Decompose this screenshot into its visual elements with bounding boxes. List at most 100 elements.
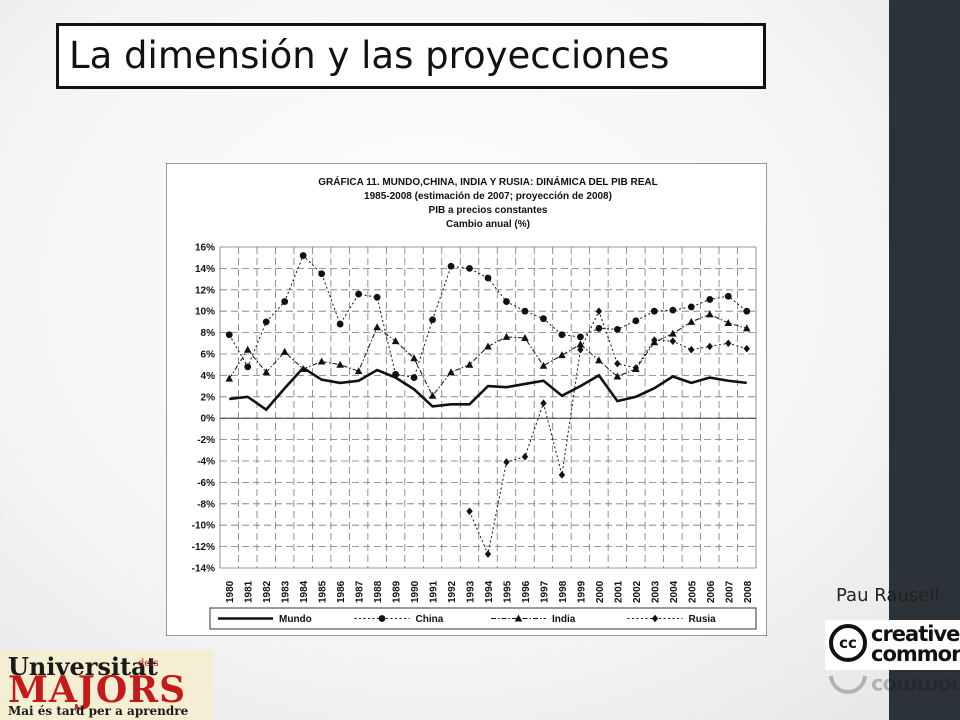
point-china [558,331,566,339]
x-tick-label: 1995 [502,580,513,603]
x-tick-label: 1994 [484,580,495,603]
chart-axes: 16% 14% 12% 10% 8% 6% 4% 2% 0% -2% -4% -6% -8% -10% -1… [192,243,754,604]
cc-word-creative: creative [871,622,960,646]
chart-title-line-2: PIB a precios constantes [429,205,548,216]
point-india [280,347,289,355]
chart-title-line-0: GRÁFICA 11. MUNDO,CHINA, INDIA Y RUSIA: … [318,175,657,188]
y-tick-label: -14% [192,564,215,575]
point-china [503,298,510,305]
point-india [687,317,696,325]
uni-logo-line1: Universitat [8,652,158,681]
point-india [354,367,363,375]
point-india [484,342,492,350]
point-china [613,325,621,333]
point-china [410,374,418,381]
cc-circle-icon: cc [829,624,867,662]
point-rusia [503,458,510,466]
point-india [576,340,585,348]
y-tick-label: 12% [195,285,215,296]
slide-title: La dimensión y las proyecciones [69,34,670,77]
x-tick-label: 1980 [225,580,236,603]
point-rusia [725,339,732,348]
universitat-dels-majors-logo[interactable]: Universitat dels MAJORS Mai és tard per … [0,650,213,720]
x-tick-label: 1992 [447,580,458,603]
point-rusia [484,550,492,558]
cc-logo-reflection: commons [825,676,960,702]
x-tick-label: 2002 [632,580,643,603]
point-rusia [706,342,713,351]
point-china [632,317,640,325]
y-tick-label: -2% [197,435,215,446]
point-rusia [743,344,750,353]
x-tick-label: 2000 [595,580,606,603]
chart-series [225,252,751,558]
chart-frame [165,162,768,637]
point-china [484,274,492,282]
cc-reflection-circle-icon [829,676,867,694]
y-tick-label: -4% [197,457,215,468]
legend-marker-india [514,614,523,622]
point-india [669,329,677,337]
author-name: Pau Rausell [836,585,940,606]
point-india [558,351,566,359]
x-tick-label: 1983 [281,580,292,603]
cc-reflection-word: commons [871,676,960,698]
uni-logo-line2: MAJORS [8,669,187,711]
point-china [724,292,732,300]
point-china [262,318,270,326]
y-tick-label: 14% [195,264,215,275]
point-india [613,372,622,380]
point-india [410,354,418,362]
point-india [521,333,529,341]
point-china [244,363,252,371]
uni-logo-dels: dels [138,658,159,669]
point-india [539,361,548,369]
point-china [336,320,344,328]
point-india [225,374,234,382]
series-line-rusia [469,309,747,556]
x-tick-label: 2007 [724,580,735,603]
point-china [577,333,584,341]
x-tick-label: 1986 [336,580,347,603]
y-tick-label: -12% [192,542,215,553]
y-tick-label: -8% [197,499,215,510]
point-china [281,298,289,305]
y-tick-label: 6% [201,350,216,361]
y-tick-label: -6% [197,478,215,489]
slide-title-box: La dimensión y las proyecciones [56,23,766,89]
x-tick-label: 1999 [576,580,587,603]
x-tick-label: 1987 [355,580,366,603]
point-india [502,332,511,340]
point-rusia [688,345,695,354]
x-tick-label: 1982 [262,580,273,603]
y-tick-label: 8% [201,328,216,339]
point-india [391,337,400,345]
chart-title-block: GRÁFICA 11. MUNDO,CHINA, INDIA Y RUSIA: … [318,175,657,230]
y-tick-label: 4% [201,371,216,382]
x-tick-label: 2004 [669,580,680,603]
legend-marker-china [378,615,386,622]
point-india [299,364,307,372]
creative-commons-logo[interactable]: cc creative commons [825,620,960,670]
point-india [705,310,714,318]
point-china [669,306,677,314]
point-china [429,316,436,324]
chart-grid [219,246,757,569]
x-tick-label: 2005 [687,580,698,603]
legend-label-rusia: Rusia [689,614,717,625]
y-tick-label: 10% [195,307,215,318]
x-tick-label: 1991 [429,580,440,603]
y-tick-label: 2% [201,392,216,403]
gdp-chart: GRÁFICA 11. MUNDO,CHINA, INDIA Y RUSIA: … [165,162,768,637]
point-india [724,318,733,326]
y-tick-label: -10% [192,521,215,532]
point-rusia [669,337,677,345]
x-tick-label: 1984 [299,580,310,603]
point-china [392,370,399,378]
point-china [595,324,603,332]
point-china [743,307,751,315]
point-china [540,315,547,323]
point-china [466,265,473,272]
point-china [225,331,233,339]
x-tick-label: 2006 [706,580,717,603]
